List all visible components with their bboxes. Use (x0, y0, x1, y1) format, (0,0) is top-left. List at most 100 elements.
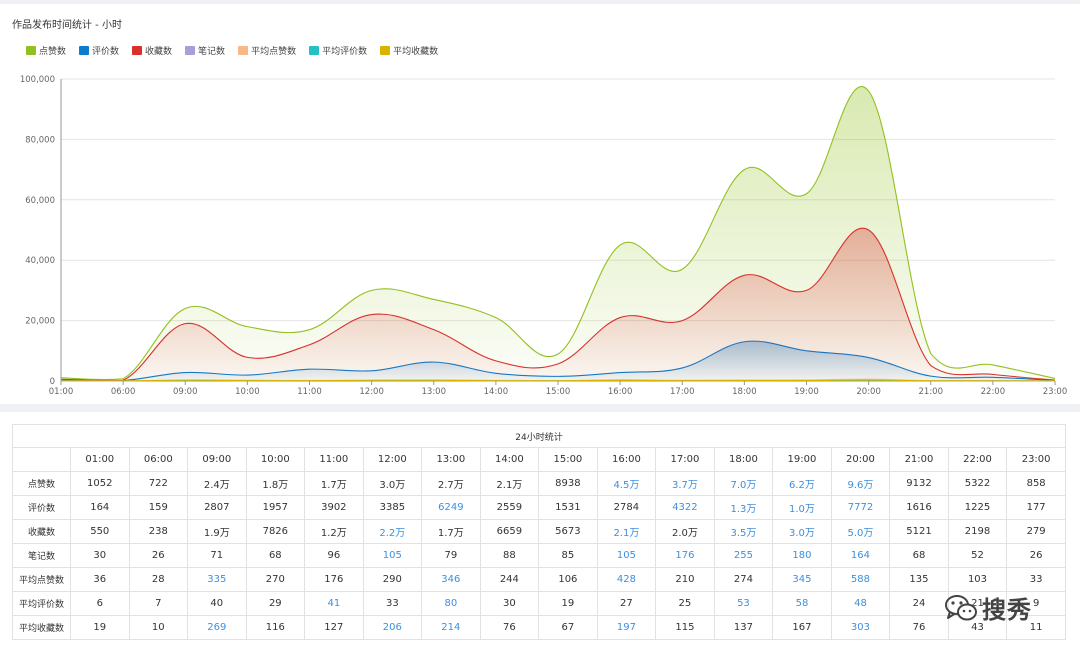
legend-swatch (238, 46, 249, 55)
table-cell-link[interactable]: 255 (713, 543, 774, 568)
series-line (60, 227, 1056, 382)
chart-panel: 0 20,000 40,000 60,000 80,000 100,000 01:00 06:… (0, 4, 1080, 404)
x-tick-label: 10:00 (235, 387, 260, 397)
table-cell-link[interactable]: 3.0万 (772, 519, 832, 544)
y-tick-label: 20,000 (25, 317, 55, 327)
x-tick-label: 14:00 (484, 387, 509, 397)
table-cell: 40 (187, 591, 247, 616)
column-header: 23:00 (1006, 447, 1066, 472)
table-cell: 85 (538, 543, 598, 568)
legend-item[interactable]: 平均收藏数 (380, 44, 438, 57)
y-tick-label: 60,000 (25, 196, 55, 206)
table-cell-link[interactable]: 197 (596, 615, 657, 640)
table-cell: 115 (655, 615, 715, 640)
table-cell: 1.2万 (304, 519, 364, 544)
column-header: 22:00 (947, 447, 1008, 472)
table-cell: 7 (128, 591, 189, 616)
table-cell: 5673 (538, 519, 598, 544)
table-cell-link[interactable]: 7772 (830, 495, 891, 520)
series-area (61, 228, 1055, 381)
table-cell-link[interactable]: 335 (187, 567, 247, 592)
table-cell-link[interactable]: 303 (830, 615, 891, 640)
table-cell-link[interactable]: 4.5万 (596, 471, 657, 496)
table-cell-link[interactable]: 4322 (655, 495, 715, 520)
table-cell-link[interactable]: 105 (596, 543, 657, 568)
table-cell: 68 (245, 543, 306, 568)
table-cell: 33 (1006, 567, 1066, 592)
series-line (60, 379, 1056, 382)
y-tick-label: 0 (50, 377, 55, 387)
table-cell: 11 (1006, 615, 1066, 640)
table-cell: 1.7万 (421, 519, 481, 544)
table-cell-link[interactable]: 3.7万 (655, 471, 715, 496)
table-row: 笔记数 30 26 71 68 96 105 79 88 85 105 176 255 180 164 68 5… (12, 543, 1066, 568)
table-cell: 2784 (596, 495, 657, 520)
table-cell-link[interactable]: 6249 (421, 495, 481, 520)
chart-title: 作品发布时间统计 - 小时 (12, 20, 122, 31)
x-tick-label: 16:00 (608, 387, 633, 397)
table-cell-link[interactable]: 428 (596, 567, 657, 592)
table-cell-link[interactable]: 1.3万 (713, 495, 774, 520)
legend-item[interactable]: 平均点赞数 (238, 44, 296, 57)
table-cell: 290 (362, 567, 423, 592)
legend-item[interactable]: 平均评价数 (309, 44, 367, 57)
column-header: 18:00 (713, 447, 774, 472)
table-cell-link[interactable]: 164 (830, 543, 891, 568)
table-cell: 7826 (245, 519, 306, 544)
table-cell-link[interactable]: 180 (772, 543, 832, 568)
table-cell-link[interactable]: 269 (187, 615, 247, 640)
table-cell: 279 (1006, 519, 1066, 544)
table-cell-link[interactable]: 80 (421, 591, 481, 616)
table-cell: 2.4万 (187, 471, 247, 496)
x-tick-label: 19:00 (794, 387, 819, 397)
table-cell: 79 (421, 543, 481, 568)
table-cell: 1616 (889, 495, 949, 520)
table-cell-link[interactable]: 7.0万 (713, 471, 774, 496)
table-cell: 1.9万 (187, 519, 247, 544)
table-cell: 2.1万 (479, 471, 540, 496)
table-cell: 29 (245, 591, 306, 616)
legend-swatch (380, 46, 391, 55)
table-cell-link[interactable]: 206 (362, 615, 423, 640)
legend-label: 平均点赞数 (251, 47, 297, 57)
table-cell: 52 (947, 543, 1008, 568)
x-tick-label: 21:00 (919, 387, 944, 397)
table-cell-link[interactable]: 345 (772, 567, 832, 592)
column-header: 14:00 (479, 447, 540, 472)
legend-item[interactable]: 收藏数 (132, 44, 172, 57)
table-cell-link[interactable]: 9.6万 (830, 471, 891, 496)
table-cell-link[interactable]: 105 (362, 543, 423, 568)
table-cell-link[interactable]: 6.2万 (772, 471, 832, 496)
table-cell: 28 (128, 567, 189, 592)
table-cell-link[interactable]: 2.1万 (596, 519, 657, 544)
legend-item[interactable]: 点赞数 (26, 44, 66, 57)
table-cell-link[interactable]: 2.2万 (362, 519, 423, 544)
table-cell-link[interactable]: 214 (421, 615, 481, 640)
table-cell: 1531 (538, 495, 598, 520)
table-cell-link[interactable]: 176 (655, 543, 715, 568)
table-cell-link[interactable]: 1.0万 (772, 495, 832, 520)
table-cell: 722 (128, 471, 189, 496)
legend-item[interactable]: 评价数 (79, 44, 119, 57)
table-cell-link[interactable]: 41 (304, 591, 364, 616)
table-cell: 76 (479, 615, 540, 640)
table-cell: 164 (70, 495, 130, 520)
corner-cell (12, 447, 71, 472)
table-row: 平均收藏数 19 10 269 116 127 206 214 76 67 197 115 137 167… (12, 615, 1066, 640)
table-cell: 210 (655, 567, 715, 592)
table-cell: 30 (479, 591, 540, 616)
table-cell-link[interactable]: 53 (713, 591, 774, 616)
table-cell-link[interactable]: 5.0万 (830, 519, 891, 544)
area-chart: 0 20,000 40,000 60,000 80,000 100,000 01:00 06:… (20, 75, 1067, 397)
row-label: 平均收藏数 (12, 615, 71, 640)
y-tick-label: 80,000 (25, 135, 55, 145)
legend-item[interactable]: 笔记数 (185, 44, 225, 57)
table-cell-link[interactable]: 3.5万 (713, 519, 774, 544)
table-cell-link[interactable]: 346 (421, 567, 481, 592)
legend-label: 笔记数 (198, 47, 226, 57)
table-cell: 5121 (889, 519, 949, 544)
x-tick-label: 06:00 (111, 387, 136, 397)
table-cell-link[interactable]: 588 (830, 567, 891, 592)
table-cell-link[interactable]: 48 (830, 591, 891, 616)
table-cell-link[interactable]: 58 (772, 591, 832, 616)
